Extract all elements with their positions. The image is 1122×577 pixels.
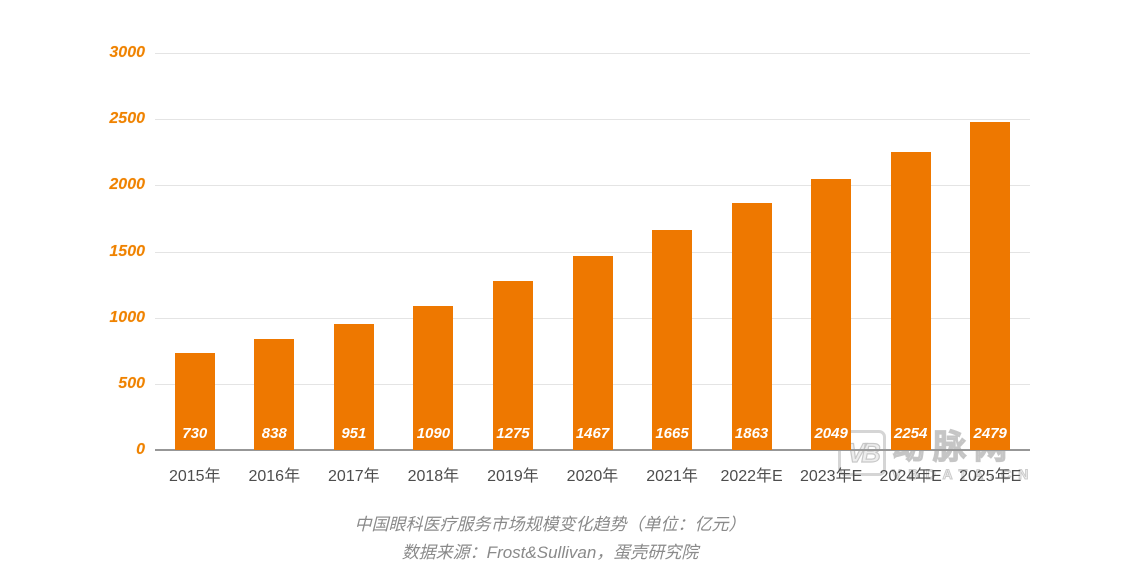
bar-value-label: 1665 (655, 424, 689, 442)
x-tick-label-2019年: 2019年 (487, 468, 539, 485)
chart-title: 中国眼科医疗服务市场规模变化趋势（单位：亿元） (354, 515, 746, 534)
y-tick-label-0: 0 (136, 441, 145, 458)
bar-value-label: 838 (261, 424, 287, 442)
bar-2021年: 1665 (652, 229, 693, 450)
bar-2018年: 1090 (413, 305, 454, 450)
bar-value-label: 1275 (496, 424, 530, 442)
y-tick-label-1000: 1000 (109, 308, 145, 326)
gridline-1500 (155, 251, 1030, 253)
bar-2019年: 1275 (492, 281, 533, 450)
x-tick-label-2023年E: 2023年E (799, 468, 863, 485)
bar-value-label: 2479 (973, 424, 1007, 442)
bar-value-label: 1090 (416, 424, 451, 442)
x-tick-label-2022年E: 2022年E (720, 468, 783, 485)
x-tick-label-2018年: 2018年 (407, 468, 460, 485)
bar-value-label: 1467 (575, 424, 610, 442)
y-tick-label-2500: 2500 (109, 110, 145, 128)
bar-2016年: 838 (254, 339, 295, 450)
bar-2015年: 730 (174, 353, 215, 450)
y-tick-label-3000: 3000 (109, 44, 145, 61)
y-tick-label-500: 500 (118, 374, 145, 392)
x-axis-line (155, 449, 1030, 451)
bar-value-label: 2254 (893, 424, 928, 442)
bar-value-label: 2049 (814, 424, 848, 442)
gridline-2500 (155, 119, 1030, 121)
bar-2022年E: 1863 (731, 203, 772, 450)
bar-2017年: 951 (333, 324, 374, 450)
bar-2025年E: 2479 (970, 121, 1011, 450)
bar-value-label: 1863 (734, 424, 769, 442)
bar-2024年E: 2254 (890, 151, 931, 450)
gridline-3000 (155, 53, 1030, 54)
x-tick-label-2016年: 2016年 (248, 468, 301, 485)
y-tick-label-1500: 1500 (109, 242, 145, 260)
gridline-2000 (155, 185, 1030, 187)
y-tick-label-2000: 2000 (109, 176, 145, 194)
bar-2020年: 1467 (572, 255, 613, 450)
x-tick-label-2015年: 2015年 (168, 468, 221, 485)
x-tick-label-2025年E: 2025年E (959, 468, 1022, 485)
x-tick-label-2020年: 2020年 (566, 468, 619, 485)
chart-source: 数据来源：Frost&Sullivan，蛋壳研究院 (401, 543, 699, 562)
bar-value-label: 951 (341, 424, 367, 442)
chart-caption: 中国眼科医疗服务市场规模变化趋势（单位：亿元） 数据来源：Frost&Sulli… (0, 511, 1100, 567)
x-tick-label-2024年E: 2024年E (879, 468, 942, 485)
bar-value-label: 730 (182, 424, 208, 442)
x-tick-label-2017年: 2017年 (328, 468, 380, 485)
x-tick-label-2021年: 2021年 (646, 468, 698, 485)
bar-2023年E: 2049 (811, 178, 852, 450)
